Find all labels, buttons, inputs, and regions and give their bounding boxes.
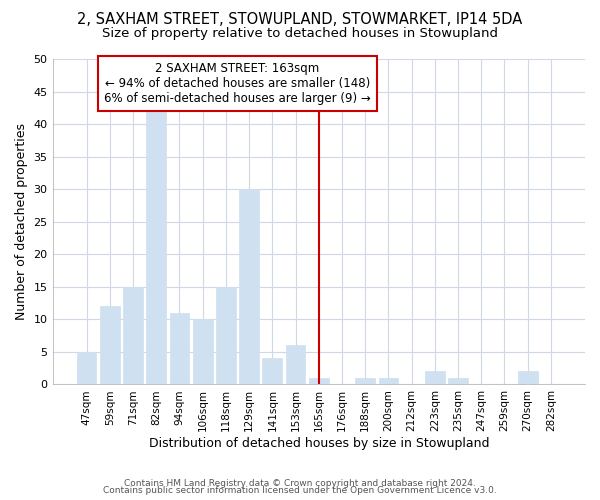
Bar: [309, 378, 329, 384]
Bar: [355, 378, 375, 384]
Bar: [262, 358, 282, 384]
Bar: [425, 372, 445, 384]
Bar: [77, 352, 97, 384]
Bar: [379, 378, 398, 384]
Bar: [146, 111, 166, 384]
Text: 2, SAXHAM STREET, STOWUPLAND, STOWMARKET, IP14 5DA: 2, SAXHAM STREET, STOWUPLAND, STOWMARKET…: [77, 12, 523, 28]
Bar: [170, 313, 190, 384]
X-axis label: Distribution of detached houses by size in Stowupland: Distribution of detached houses by size …: [149, 437, 489, 450]
Bar: [216, 287, 236, 384]
Bar: [286, 346, 305, 385]
Bar: [448, 378, 468, 384]
Text: Contains public sector information licensed under the Open Government Licence v3: Contains public sector information licen…: [103, 486, 497, 495]
Bar: [239, 189, 259, 384]
Y-axis label: Number of detached properties: Number of detached properties: [15, 123, 28, 320]
Bar: [100, 306, 119, 384]
Text: Size of property relative to detached houses in Stowupland: Size of property relative to detached ho…: [102, 28, 498, 40]
Bar: [123, 287, 143, 384]
Bar: [193, 320, 212, 384]
Text: Contains HM Land Registry data © Crown copyright and database right 2024.: Contains HM Land Registry data © Crown c…: [124, 478, 476, 488]
Text: 2 SAXHAM STREET: 163sqm
← 94% of detached houses are smaller (148)
6% of semi-de: 2 SAXHAM STREET: 163sqm ← 94% of detache…: [104, 62, 371, 106]
Bar: [518, 372, 538, 384]
